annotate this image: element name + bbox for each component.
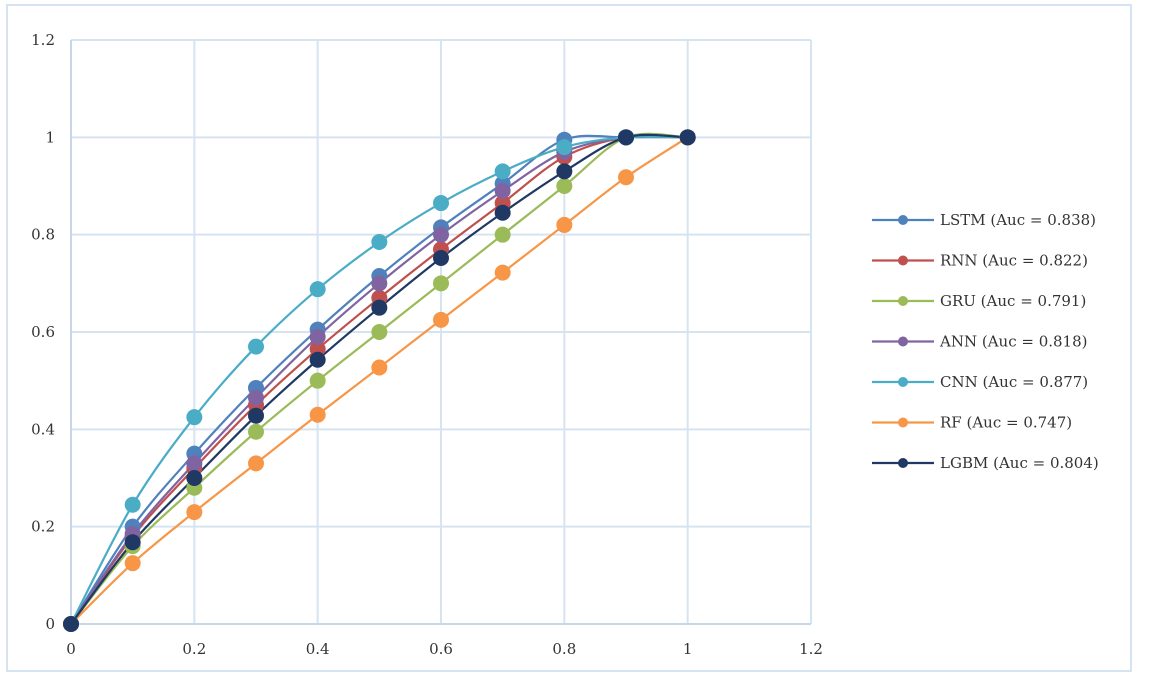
- y-tick-label: 0.4: [31, 420, 55, 438]
- data-point: [494, 226, 511, 243]
- data-point: [371, 233, 388, 250]
- data-point: [556, 178, 573, 194]
- data-point: [186, 470, 203, 486]
- y-tick-label: 0.2: [31, 518, 55, 536]
- data-point: [124, 534, 141, 551]
- x-tick-label: 0.8: [552, 640, 576, 658]
- legend-label: RF (Auc = 0.747): [940, 414, 1072, 432]
- legend-marker: [898, 417, 908, 428]
- data-point: [433, 195, 449, 212]
- data-point: [433, 311, 449, 328]
- data-point: [248, 338, 264, 355]
- data-point: [433, 275, 449, 292]
- data-point: [186, 409, 203, 426]
- data-point: [679, 129, 696, 146]
- legend-label: RNN (Auc = 0.822): [940, 252, 1088, 270]
- data-point: [371, 359, 388, 376]
- y-tick-label: 0: [45, 615, 55, 633]
- x-tick-label: 1: [683, 640, 693, 658]
- data-point: [433, 250, 449, 267]
- data-point: [494, 264, 511, 281]
- data-point: [124, 496, 141, 513]
- data-point: [309, 372, 326, 389]
- legend-marker: [898, 296, 908, 306]
- data-point: [248, 423, 264, 440]
- data-point: [248, 407, 264, 424]
- y-tick-label: 0.8: [31, 226, 55, 244]
- data-point: [371, 275, 388, 292]
- data-point: [309, 406, 326, 423]
- x-tick-label: 1.2: [799, 640, 823, 658]
- data-point: [556, 163, 573, 180]
- data-point: [556, 139, 573, 156]
- data-point: [433, 226, 449, 243]
- legend-marker: [898, 215, 908, 225]
- y-tick-label: 1: [45, 128, 55, 146]
- data-point: [248, 389, 264, 406]
- y-tick-label: 1.2: [31, 31, 55, 49]
- data-point: [124, 555, 141, 572]
- x-tick-label: 0.6: [429, 640, 453, 658]
- data-point: [309, 281, 326, 298]
- data-point: [309, 328, 326, 345]
- legend-label: LSTM (Auc = 0.838): [940, 211, 1096, 229]
- data-point: [248, 455, 264, 472]
- legend-marker: [898, 377, 908, 387]
- data-point: [186, 504, 203, 521]
- legend-label: ANN (Auc = 0.818): [939, 333, 1088, 351]
- x-tick-label: 0.2: [182, 640, 206, 658]
- x-tick-label: 0.4: [306, 640, 330, 658]
- x-tick-label: 0: [66, 640, 76, 658]
- data-point: [494, 163, 511, 180]
- data-point: [618, 129, 634, 146]
- data-point: [618, 169, 634, 186]
- data-point: [309, 351, 326, 368]
- data-point: [63, 616, 79, 632]
- legend-label: GRU (Auc = 0.791): [940, 292, 1086, 310]
- data-point: [371, 299, 388, 316]
- data-point: [494, 204, 511, 221]
- legend-marker: [898, 336, 908, 347]
- legend-marker: [898, 458, 908, 468]
- data-point: [371, 324, 388, 340]
- legend-marker: [898, 255, 908, 266]
- data-point: [556, 216, 573, 233]
- data-point: [186, 455, 203, 472]
- y-tick-label: 0.6: [31, 323, 55, 341]
- legend-label: CNN (Auc = 0.877): [940, 373, 1088, 391]
- data-point: [494, 182, 511, 199]
- legend-label: LGBM (Auc = 0.804): [940, 454, 1099, 472]
